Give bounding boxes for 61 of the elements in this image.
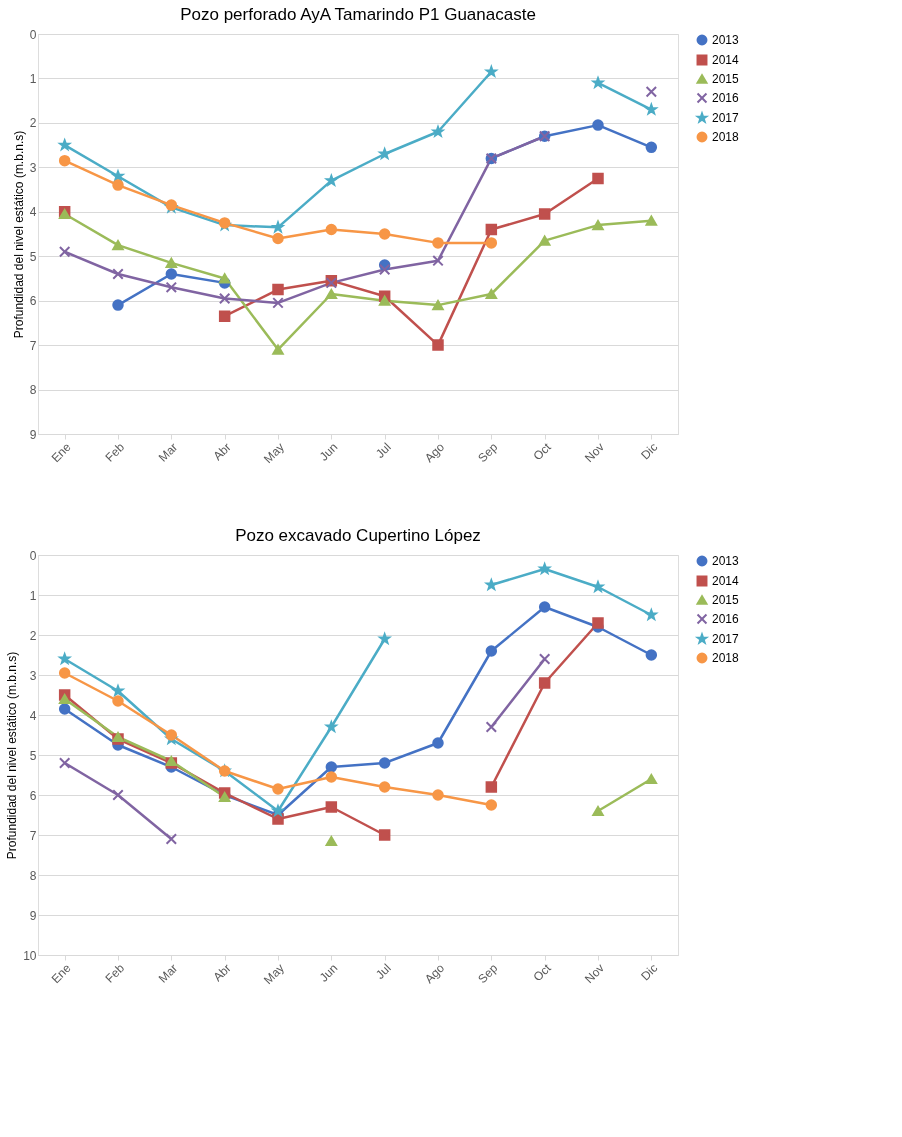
legend-label: 2017 xyxy=(712,632,740,646)
x-tick-label: Dic xyxy=(638,961,661,984)
x-tick-label: Sep xyxy=(475,960,501,987)
x-tick-label: Oct xyxy=(530,439,555,464)
x-tick-label: Nov xyxy=(581,440,607,466)
y-tick-label: 9 xyxy=(29,427,37,442)
y-tick-label: 6 xyxy=(29,788,37,803)
y-tick-label: 7 xyxy=(29,828,37,843)
y-tick-label: 7 xyxy=(29,338,37,353)
y-tick-label: 9 xyxy=(29,908,37,923)
y-tick-label: 0 xyxy=(29,548,37,563)
x-tick-label: Jun xyxy=(316,961,341,985)
y-tick-label: 3 xyxy=(29,668,37,683)
y-tick-label: 1 xyxy=(29,588,37,603)
y-axis-title: Profundidad del nivel estático (m.b.n.s) xyxy=(5,651,20,860)
legend-label: 2017 xyxy=(712,111,740,125)
y-tick-label: 5 xyxy=(29,748,37,763)
x-tick-label: Feb xyxy=(102,439,128,465)
x-tick-label: Oct xyxy=(530,960,555,985)
x-tick-label: May xyxy=(261,961,287,988)
legend-label: 2018 xyxy=(712,651,740,665)
y-tick-label: 5 xyxy=(29,249,37,264)
y-tick-label: 6 xyxy=(29,294,37,309)
y-axis-title: Profundidad del nivel estático (m.b.n.s) xyxy=(11,130,26,339)
legend-label: 2015 xyxy=(712,593,740,607)
x-tick-label: Ago xyxy=(421,439,448,466)
x-tick-label: Nov xyxy=(581,961,607,987)
y-tick-label: 8 xyxy=(29,868,37,883)
legend-label: 2016 xyxy=(712,91,740,105)
x-tick-label: Ago xyxy=(421,960,448,987)
legend-label: 2014 xyxy=(712,53,740,67)
legend-label: 2013 xyxy=(712,33,740,47)
x-tick-label: Abr xyxy=(210,961,234,985)
x-tick-label: Jun xyxy=(316,440,341,464)
x-tick-label: Sep xyxy=(475,439,501,466)
y-tick-label: 4 xyxy=(29,205,37,220)
y-tick-label: 2 xyxy=(29,628,37,643)
x-tick-label: Ene xyxy=(48,439,74,466)
x-tick-label: Jul xyxy=(372,961,394,982)
y-tick-label: 4 xyxy=(29,708,37,723)
legend-label: 2013 xyxy=(712,554,740,568)
y-tick-label: 2 xyxy=(29,116,37,131)
x-tick-label: Jul xyxy=(372,440,394,461)
legend-label: 2015 xyxy=(712,72,740,86)
x-tick-label: Mar xyxy=(155,440,181,465)
x-tick-label: Ene xyxy=(48,960,74,987)
x-tick-label: May xyxy=(261,440,287,467)
y-tick-label: 8 xyxy=(29,383,37,398)
chart-title: Pozo perforado AyA Tamarindo P1 Guanacaste xyxy=(180,5,536,24)
legend-label: 2014 xyxy=(712,574,740,588)
x-tick-label: Abr xyxy=(210,440,234,464)
y-tick-label: 0 xyxy=(29,27,37,42)
y-tick-label: 10 xyxy=(23,948,37,963)
chart-title: Pozo excavado Cupertino López xyxy=(235,526,481,545)
x-tick-label: Feb xyxy=(102,960,128,986)
x-tick-label: Mar xyxy=(155,961,181,986)
legend-label: 2016 xyxy=(712,612,740,626)
y-tick-label: 3 xyxy=(29,160,37,175)
x-tick-label: Dic xyxy=(638,440,661,463)
legend-label: 2018 xyxy=(712,130,740,144)
y-tick-label: 1 xyxy=(29,71,37,86)
